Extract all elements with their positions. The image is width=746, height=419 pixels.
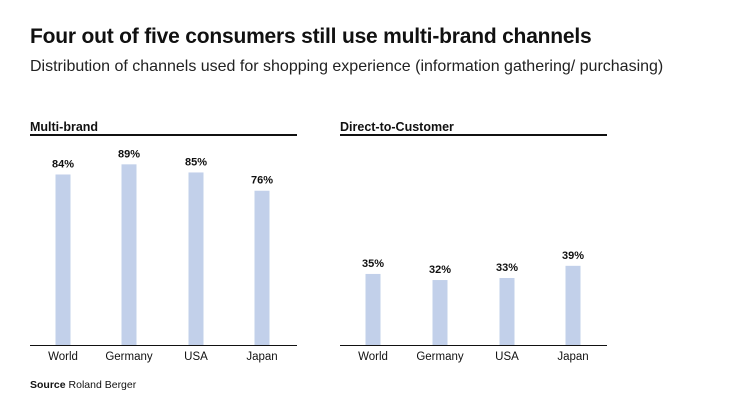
bar-multi-brand-world <box>55 174 71 345</box>
source-label: Source <box>30 379 66 391</box>
category-label-multi-brand-japan: Japan <box>246 351 277 363</box>
data-label-direct-to-customer-germany: 32% <box>429 264 451 276</box>
data-label-multi-brand-japan: 76% <box>251 175 273 187</box>
data-label-multi-brand-germany: 89% <box>118 148 140 160</box>
data-label-multi-brand-world: 84% <box>52 158 74 170</box>
panel-title-multi-brand: Multi-brand <box>30 120 99 134</box>
bar-direct-to-customer-usa <box>499 278 515 345</box>
bar-multi-brand-japan <box>254 190 270 345</box>
bar-direct-to-customer-world <box>365 273 381 345</box>
chart-subtitle: Distribution of channels used for shoppi… <box>30 58 664 75</box>
chart-title: Four out of five consumers still use mul… <box>30 25 592 48</box>
data-label-direct-to-customer-world: 35% <box>362 258 384 270</box>
source-note: Source Roland Berger <box>30 379 136 391</box>
bar-multi-brand-germany <box>121 164 137 345</box>
panel-title-direct-to-customer: Direct-to-Customer <box>340 120 454 134</box>
data-label-multi-brand-usa: 85% <box>185 156 207 168</box>
bar-direct-to-customer-germany <box>432 280 448 345</box>
category-label-multi-brand-usa: USA <box>184 351 208 363</box>
panel-rule-multi-brand <box>30 134 297 136</box>
category-label-direct-to-customer-japan: Japan <box>557 351 588 363</box>
bar-multi-brand-usa <box>188 172 204 345</box>
category-label-direct-to-customer-usa: USA <box>495 351 519 363</box>
panel-rule-direct-to-customer <box>340 134 607 136</box>
category-label-direct-to-customer-world: World <box>358 351 388 363</box>
category-label-direct-to-customer-germany: Germany <box>416 351 464 363</box>
source-text: Roland Berger <box>68 379 137 391</box>
data-label-direct-to-customer-usa: 33% <box>496 262 518 274</box>
category-label-multi-brand-germany: Germany <box>105 351 153 363</box>
data-label-direct-to-customer-japan: 39% <box>562 250 584 262</box>
category-label-multi-brand-world: World <box>48 351 78 363</box>
bar-direct-to-customer-japan <box>565 265 581 345</box>
